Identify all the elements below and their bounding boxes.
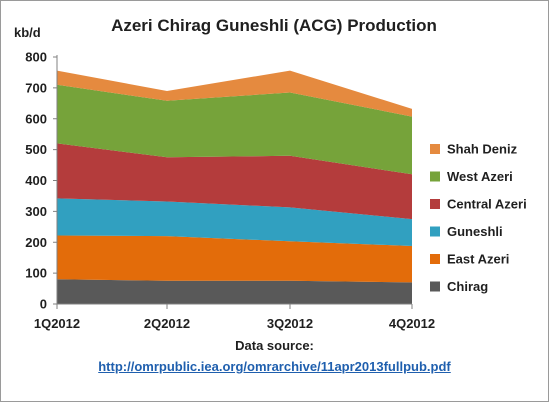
legend-swatch xyxy=(430,199,440,209)
y-tick-label: 500 xyxy=(25,142,47,157)
y-tick-label: 800 xyxy=(25,50,47,65)
data-source-link[interactable]: http://omrpublic.iea.org/omrarchive/11ap… xyxy=(98,359,451,374)
x-tick-label: 3Q2012 xyxy=(267,316,313,331)
area-guneshli xyxy=(57,198,412,246)
y-tick-label: 700 xyxy=(25,80,47,95)
legend-label: Guneshli xyxy=(447,224,503,239)
legend: Shah Deniz West Azeri Central Azeri Guneshl… xyxy=(430,142,527,294)
legend-swatch xyxy=(430,226,440,237)
legend-swatch xyxy=(430,254,440,264)
y-tick-label: 400 xyxy=(25,173,47,188)
legend-label: East Azeri xyxy=(447,252,509,267)
data-source-label: Data source: xyxy=(235,338,314,353)
area-chirag xyxy=(57,279,412,304)
legend-label: Shah Deniz xyxy=(447,142,518,157)
axes xyxy=(53,55,413,309)
y-tick-label: 0 xyxy=(40,297,47,312)
y-tick-label: 200 xyxy=(25,235,47,250)
x-tick-label: 2Q2012 xyxy=(144,316,190,331)
legend-swatch xyxy=(430,144,440,154)
legend-label: Chirag xyxy=(447,279,488,294)
y-tick-labels: 0 100 200 300 400 500 600 700 800 xyxy=(25,50,47,312)
y-tick-label: 600 xyxy=(25,111,47,126)
chart-title: Azeri Chirag Guneshli (ACG) Production xyxy=(111,16,437,35)
x-tick-label: 4Q2012 xyxy=(389,316,435,331)
area-east-azeri xyxy=(57,235,412,283)
area-layers xyxy=(57,70,412,304)
y-axis-label: kb/d xyxy=(14,25,41,40)
legend-label: Central Azeri xyxy=(447,197,527,212)
area-west-azeri xyxy=(57,84,412,175)
area-central-azeri xyxy=(57,143,412,220)
x-tick-label: 1Q2012 xyxy=(34,316,80,331)
legend-label: West Azeri xyxy=(447,169,513,184)
area-shah-deniz xyxy=(57,70,412,117)
legend-swatch xyxy=(430,171,440,182)
y-tick-label: 100 xyxy=(25,266,47,281)
x-tick-labels: 1Q2012 2Q2012 3Q2012 4Q2012 xyxy=(34,316,435,331)
y-tick-label: 300 xyxy=(25,204,47,219)
legend-swatch xyxy=(430,281,440,292)
